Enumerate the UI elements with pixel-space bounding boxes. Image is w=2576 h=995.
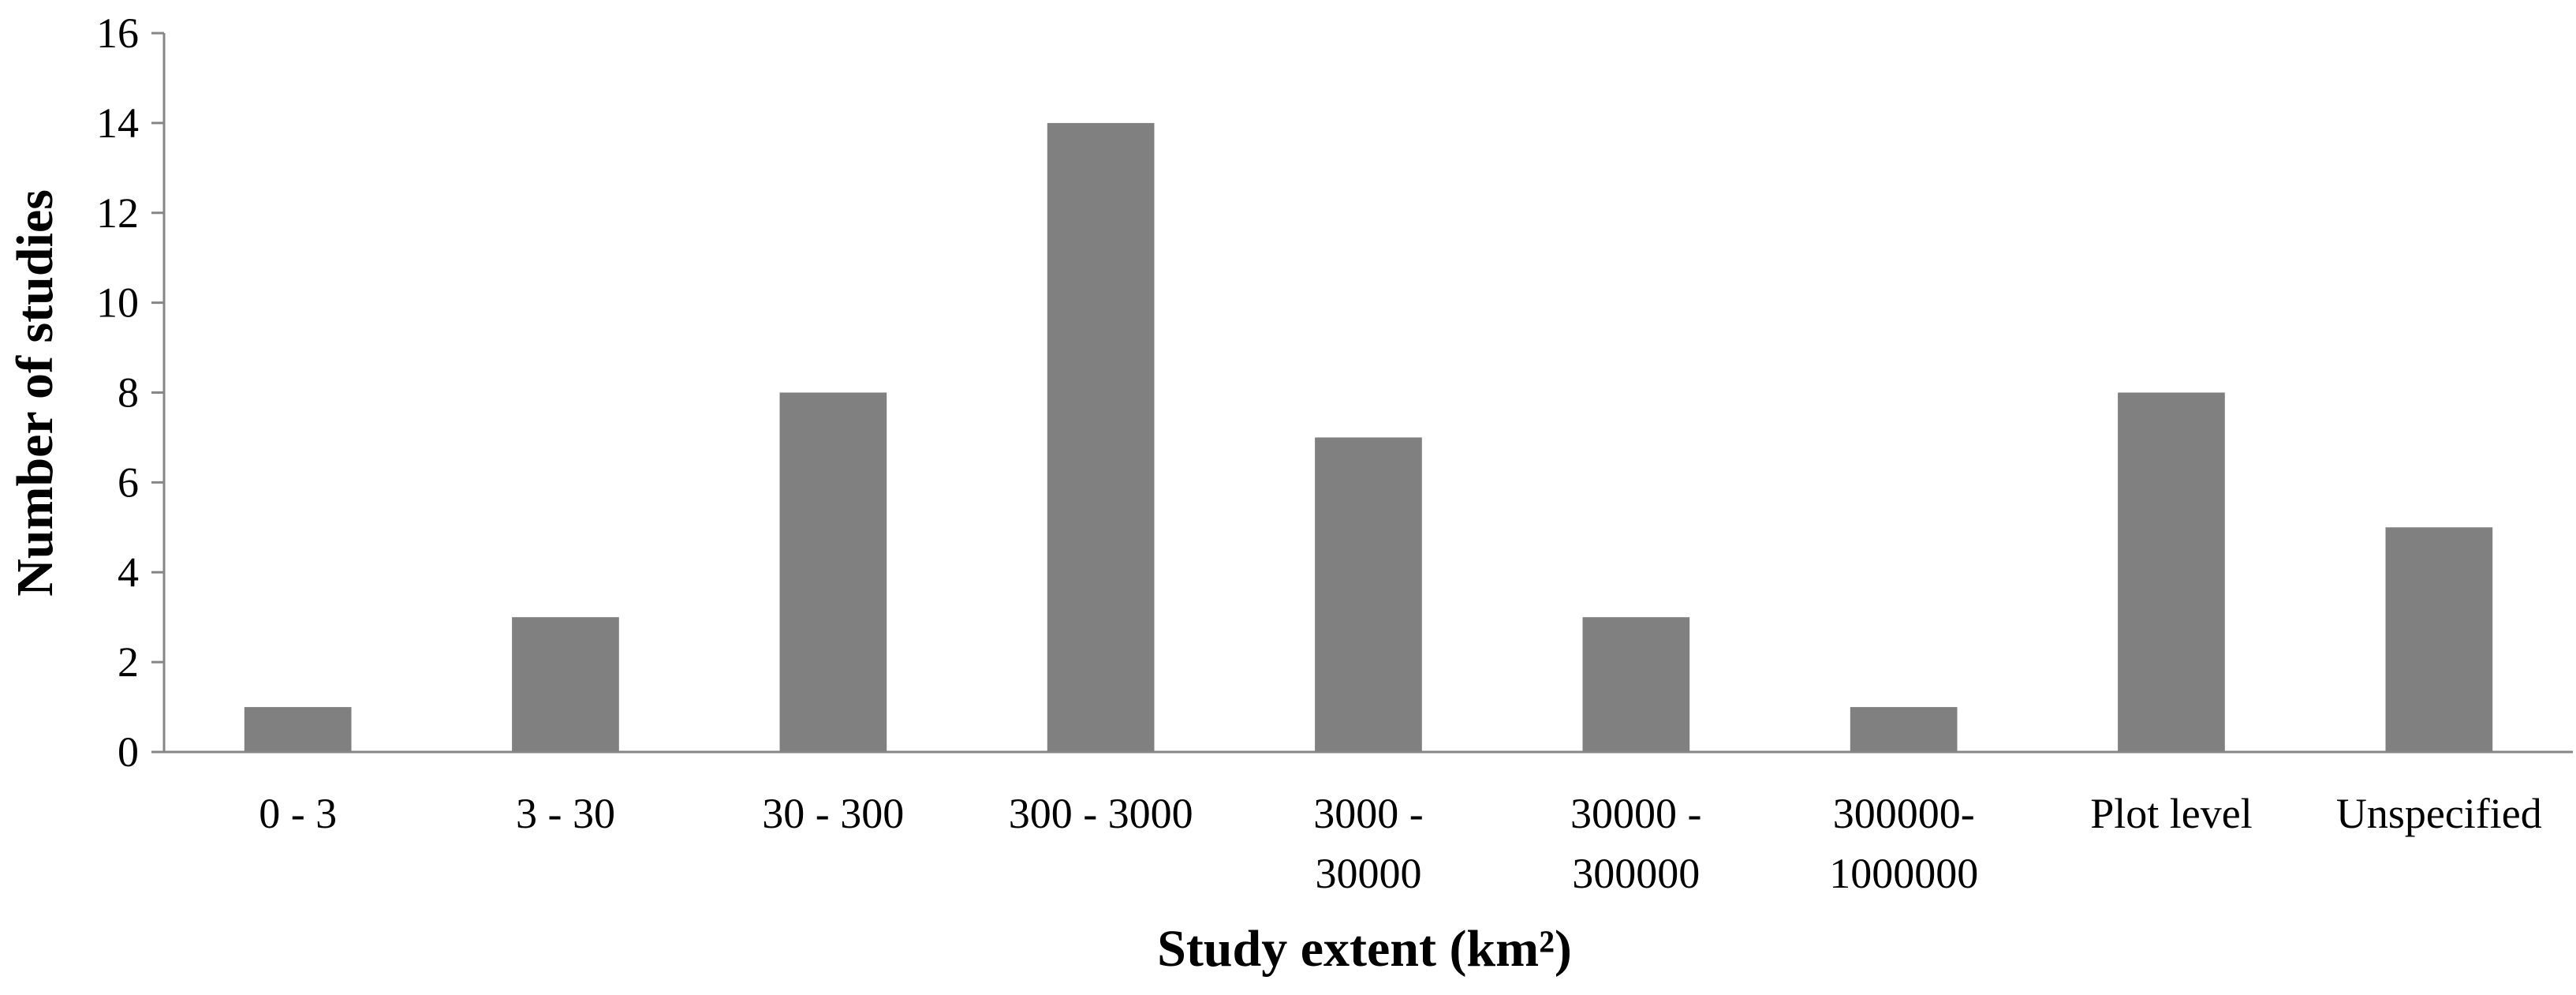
x-axis-title: Study extent (km²) [1157, 920, 1572, 978]
bar-1 [512, 617, 619, 752]
bars-layer [244, 122, 2493, 752]
y-tick-label-1: 2 [118, 638, 139, 686]
x-tick-label-1: 3 - 30 [516, 790, 615, 837]
y-tick-label-4: 8 [118, 369, 139, 417]
y-tick-label-7: 14 [96, 99, 139, 147]
x-tick-label-8: Unspecified [2336, 790, 2542, 837]
x-tick-label-3: 300 - 3000 [1009, 790, 1193, 837]
y-tick-label-0: 0 [118, 728, 139, 776]
bar-2 [779, 392, 887, 752]
y-tick-label-3: 6 [118, 458, 139, 506]
bar-6 [1850, 707, 1958, 752]
bar-3 [1047, 122, 1155, 752]
bar-8 [2385, 527, 2493, 752]
y-tick-label-5: 10 [96, 279, 139, 327]
bar-7 [2118, 392, 2225, 752]
labels-layer: 0 2 4 6 8 10 12 14 16 0 - 3 3 - 30 30 - 300 300 - 30… [96, 9, 2542, 897]
x-tick-label-5: 30000 -300000 [1570, 790, 1701, 897]
bar-5 [1582, 617, 1690, 752]
bar-4 [1315, 437, 1422, 752]
bar-0 [244, 707, 352, 752]
y-tick-label-6: 12 [96, 189, 139, 237]
x-tick-label-0: 0 - 3 [259, 790, 337, 837]
x-tick-label-7: Plot level [2090, 790, 2252, 837]
x-tick-label-2: 30 - 300 [762, 790, 904, 837]
y-tick-label-2: 4 [118, 548, 139, 596]
y-axis-title: Number of studies [6, 189, 64, 597]
x-tick-label-4: 3000 -30000 [1313, 790, 1423, 897]
axes-layer [151, 32, 2573, 754]
y-tick-label-8: 16 [96, 9, 139, 57]
x-tick-label-6: 300000-1000000 [1829, 790, 1978, 897]
